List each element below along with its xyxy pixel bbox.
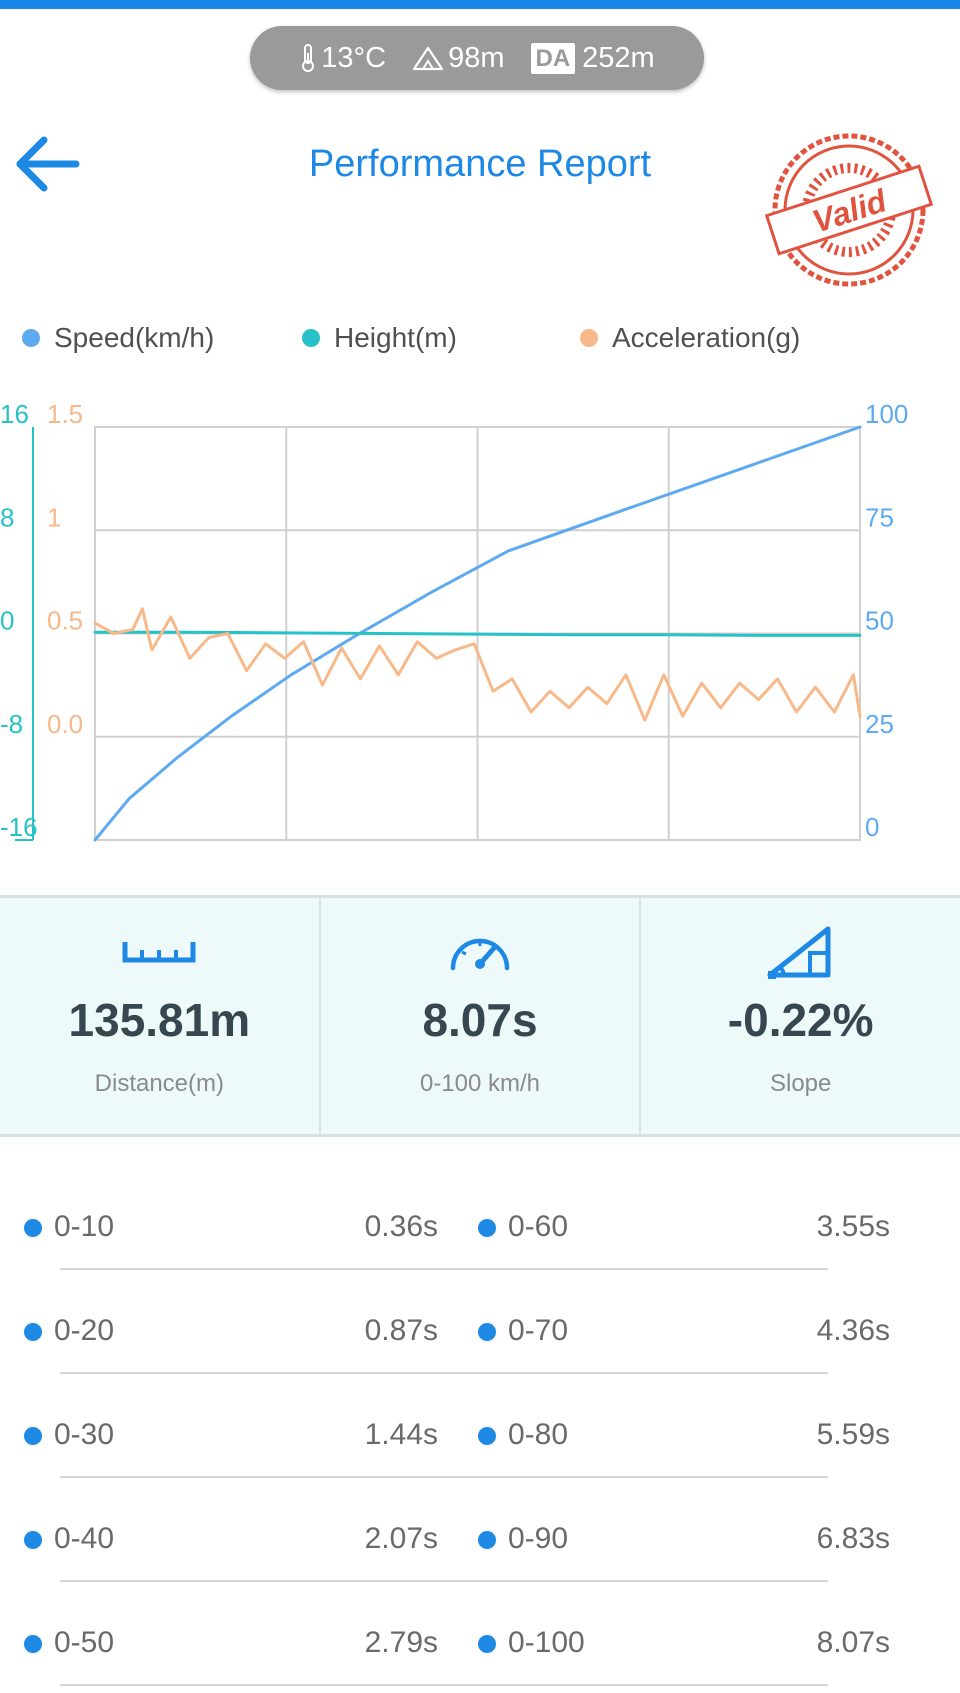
acceleration-tick-label: 1.5: [47, 399, 83, 429]
split-label: 0-20: [54, 1314, 115, 1347]
row-divider: [60, 1268, 828, 1270]
bullet-icon: [24, 1427, 42, 1445]
environment-bar: 13°C 98m DA 252m: [250, 26, 704, 90]
temperature-item: 13°C: [299, 42, 386, 75]
split-label: 0-10: [54, 1210, 115, 1243]
split-label: 0-90: [508, 1522, 569, 1555]
height-tick-label: 0: [0, 606, 14, 636]
row-divider: [60, 1580, 828, 1582]
split-time: 3.55s: [816, 1210, 890, 1243]
speed-tick-label: 75: [865, 502, 894, 532]
split-row: 0-10 0.36s 0-60 3.55s: [0, 1172, 960, 1276]
chart-series: [93, 425, 862, 842]
split-row: 0-20 0.87s 0-70 4.36s: [0, 1276, 960, 1380]
split-label: 0-30: [54, 1418, 115, 1451]
split-row: 0-30 1.44s 0-80 5.59s: [0, 1380, 960, 1484]
legend-acceleration-label: Acceleration(g): [612, 322, 801, 353]
density-altitude-item: DA 252m: [530, 41, 655, 75]
density-altitude-value: 252m: [582, 41, 655, 74]
split-label: 0-60: [508, 1210, 569, 1243]
distance-value: 135.81m: [68, 994, 251, 1046]
speed-tick-label: 50: [865, 606, 894, 636]
valid-stamp: Valid: [764, 130, 934, 290]
bullet-icon: [24, 1531, 42, 1549]
split-time: 4.36s: [816, 1314, 890, 1347]
bullet-icon: [478, 1635, 496, 1653]
height-tick-label: -16: [0, 812, 38, 842]
speedometer-icon: [450, 938, 510, 971]
distance-label: Distance(m): [94, 1070, 225, 1097]
split-time: 0.36s: [364, 1210, 438, 1243]
acceleration-time-stat: 8.07s 0-100 km/h: [318, 898, 640, 1134]
speed-tick-label: 0: [865, 812, 879, 842]
slope-value: -0.22%: [727, 994, 874, 1046]
split-time: 1.44s: [364, 1418, 438, 1451]
bullet-icon: [478, 1323, 496, 1341]
density-altitude-badge: DA: [530, 42, 576, 74]
row-divider: [60, 1684, 828, 1686]
performance-chart: 16 8 0 -8 -16 1.5 1 0.5 0.0 100 75 50 25 0: [0, 399, 908, 842]
split-time: 6.83s: [816, 1522, 890, 1555]
legend-height[interactable]: Height(m): [302, 322, 457, 354]
split-label: 0-50: [54, 1626, 115, 1659]
top-accent-bar: [0, 0, 960, 9]
altitude-item: 98m: [412, 41, 505, 75]
split-label: 0-80: [508, 1418, 569, 1451]
acceleration-time-value: 8.07s: [422, 994, 538, 1046]
slope-icon: [767, 926, 831, 979]
page-title: Performance Report: [308, 143, 652, 185]
split-time: 2.79s: [364, 1626, 438, 1659]
legend-height-label: Height(m): [334, 322, 457, 353]
split-time: 0.87s: [364, 1314, 438, 1347]
acceleration-tick-label: 0.0: [47, 709, 83, 739]
split-row: 0-40 2.07s 0-90 6.83s: [0, 1484, 960, 1588]
speed-dot-icon: [22, 329, 40, 347]
height-tick-label: -8: [0, 709, 23, 739]
height-tick-label: 16: [0, 399, 29, 429]
split-time: 8.07s: [816, 1626, 890, 1659]
bullet-icon: [24, 1323, 42, 1341]
height-series-line: [93, 630, 862, 637]
legend-acceleration[interactable]: Acceleration(g): [580, 322, 800, 354]
row-divider: [60, 1372, 828, 1374]
mountain-icon: [412, 46, 444, 71]
altitude-value: 98m: [448, 41, 505, 74]
split-label: 0-40: [54, 1522, 115, 1555]
thermometer-icon: [302, 44, 315, 72]
bullet-icon: [24, 1219, 42, 1237]
chart-legend: Speed(km/h) Height(m) Acceleration(g): [0, 322, 960, 362]
chart-ticks: 16 8 0 -8 -16 1.5 1 0.5 0.0 100 75 50 25 0: [0, 399, 908, 842]
acceleration-tick-label: 0.5: [47, 606, 83, 636]
height-tick-label: 8: [0, 502, 14, 532]
valid-seal-icon: Valid: [764, 133, 934, 287]
split-row: 0-50 2.79s 0-100 8.07s: [0, 1588, 960, 1692]
stats-panel: 135.81m Distance(m) 8.07s 0-100 km/h -0.…: [0, 895, 960, 1137]
bullet-icon: [478, 1219, 496, 1237]
slope-stat: -0.22% Slope: [639, 898, 960, 1134]
temperature-value: 13°C: [321, 41, 387, 74]
legend-speed-label: Speed(km/h): [54, 322, 215, 353]
row-divider: [60, 1476, 828, 1478]
distance-stat: 135.81m Distance(m): [0, 898, 319, 1134]
split-label: 0-100: [508, 1626, 585, 1659]
acceleration-series-line: [93, 607, 862, 722]
back-button[interactable]: [12, 134, 84, 194]
split-times-list: 0-10 0.36s 0-60 3.55s 0-20 0.87s 0-70 4.…: [0, 1172, 960, 1692]
bullet-icon: [478, 1531, 496, 1549]
acceleration-time-label: 0-100 km/h: [419, 1070, 541, 1097]
speed-tick-label: 25: [865, 709, 894, 739]
legend-speed[interactable]: Speed(km/h): [22, 322, 214, 354]
speed-tick-label: 100: [865, 399, 908, 429]
bullet-icon: [478, 1427, 496, 1445]
acceleration-tick-label: 1: [47, 502, 61, 532]
split-time: 2.07s: [364, 1522, 438, 1555]
height-dot-icon: [302, 329, 320, 347]
split-time: 5.59s: [816, 1418, 890, 1451]
ruler-icon: [122, 942, 196, 963]
bullet-icon: [24, 1635, 42, 1653]
slope-label: Slope: [769, 1070, 832, 1097]
split-label: 0-70: [508, 1314, 569, 1347]
arrow-left-icon: [16, 136, 80, 192]
acceleration-dot-icon: [580, 329, 598, 347]
